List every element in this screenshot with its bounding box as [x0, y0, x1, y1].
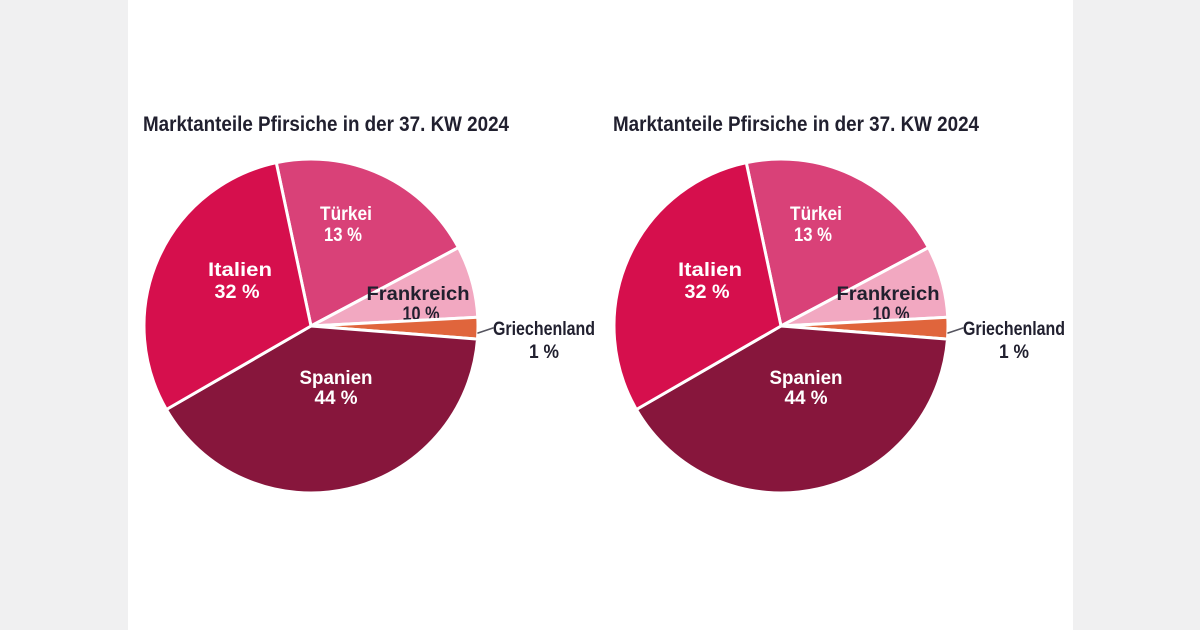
- pie-chart-right-svg: Marktanteile Pfirsiche in der 37. KW 202…: [612, 113, 1065, 495]
- chart-title: Marktanteile Pfirsiche in der 37. KW 202…: [143, 113, 509, 136]
- pie-slice-spanien: [164, 324, 479, 495]
- slice-label-turkei: Türkei: [790, 204, 842, 225]
- label-connector-line-griechenland: [477, 327, 494, 334]
- slice-value-italien: 32 %: [685, 282, 730, 303]
- pie-slice-italien: [612, 161, 783, 411]
- label-connector-line-griechenland: [947, 327, 964, 334]
- slice-value-italien: 32 %: [215, 282, 260, 303]
- slice-value-turkei: 13 %: [794, 225, 832, 246]
- pie-slice-italien: [142, 161, 313, 411]
- pie-slice-spanien: [634, 324, 949, 495]
- slice-label-italien: Italien: [208, 260, 272, 281]
- pie-slice-turkei: [744, 157, 930, 328]
- slice-label-griechenland: Griechenland: [963, 319, 1065, 340]
- slice-label-italien: Italien: [678, 260, 742, 281]
- slice-value-spanien: 44 %: [315, 388, 358, 409]
- slice-label-frankreich: Frankreich: [367, 284, 470, 305]
- pie-slice-turkei: [274, 157, 460, 328]
- pie-chart-right: Marktanteile Pfirsiche in der 37. KW 202…: [612, 104, 1083, 504]
- slice-value-spanien: 44 %: [785, 388, 828, 409]
- pie-chart-left-svg: Marktanteile Pfirsiche in der 37. KW 202…: [142, 113, 595, 495]
- slice-label-griechenland: Griechenland: [493, 319, 595, 340]
- slice-value-griechenland: 1 %: [529, 342, 559, 363]
- slice-value-turkei: 13 %: [324, 225, 362, 246]
- pie-chart-left: Marktanteile Pfirsiche in der 37. KW 202…: [142, 104, 613, 504]
- slice-label-turkei: Türkei: [320, 204, 372, 225]
- slice-label-spanien: Spanien: [770, 368, 843, 389]
- content-panel: Marktanteile Pfirsiche in der 37. KW 202…: [128, 0, 1073, 630]
- chart-title: Marktanteile Pfirsiche in der 37. KW 202…: [613, 113, 979, 136]
- slice-label-spanien: Spanien: [300, 368, 373, 389]
- slice-value-griechenland: 1 %: [999, 342, 1029, 363]
- slice-label-frankreich: Frankreich: [837, 284, 940, 305]
